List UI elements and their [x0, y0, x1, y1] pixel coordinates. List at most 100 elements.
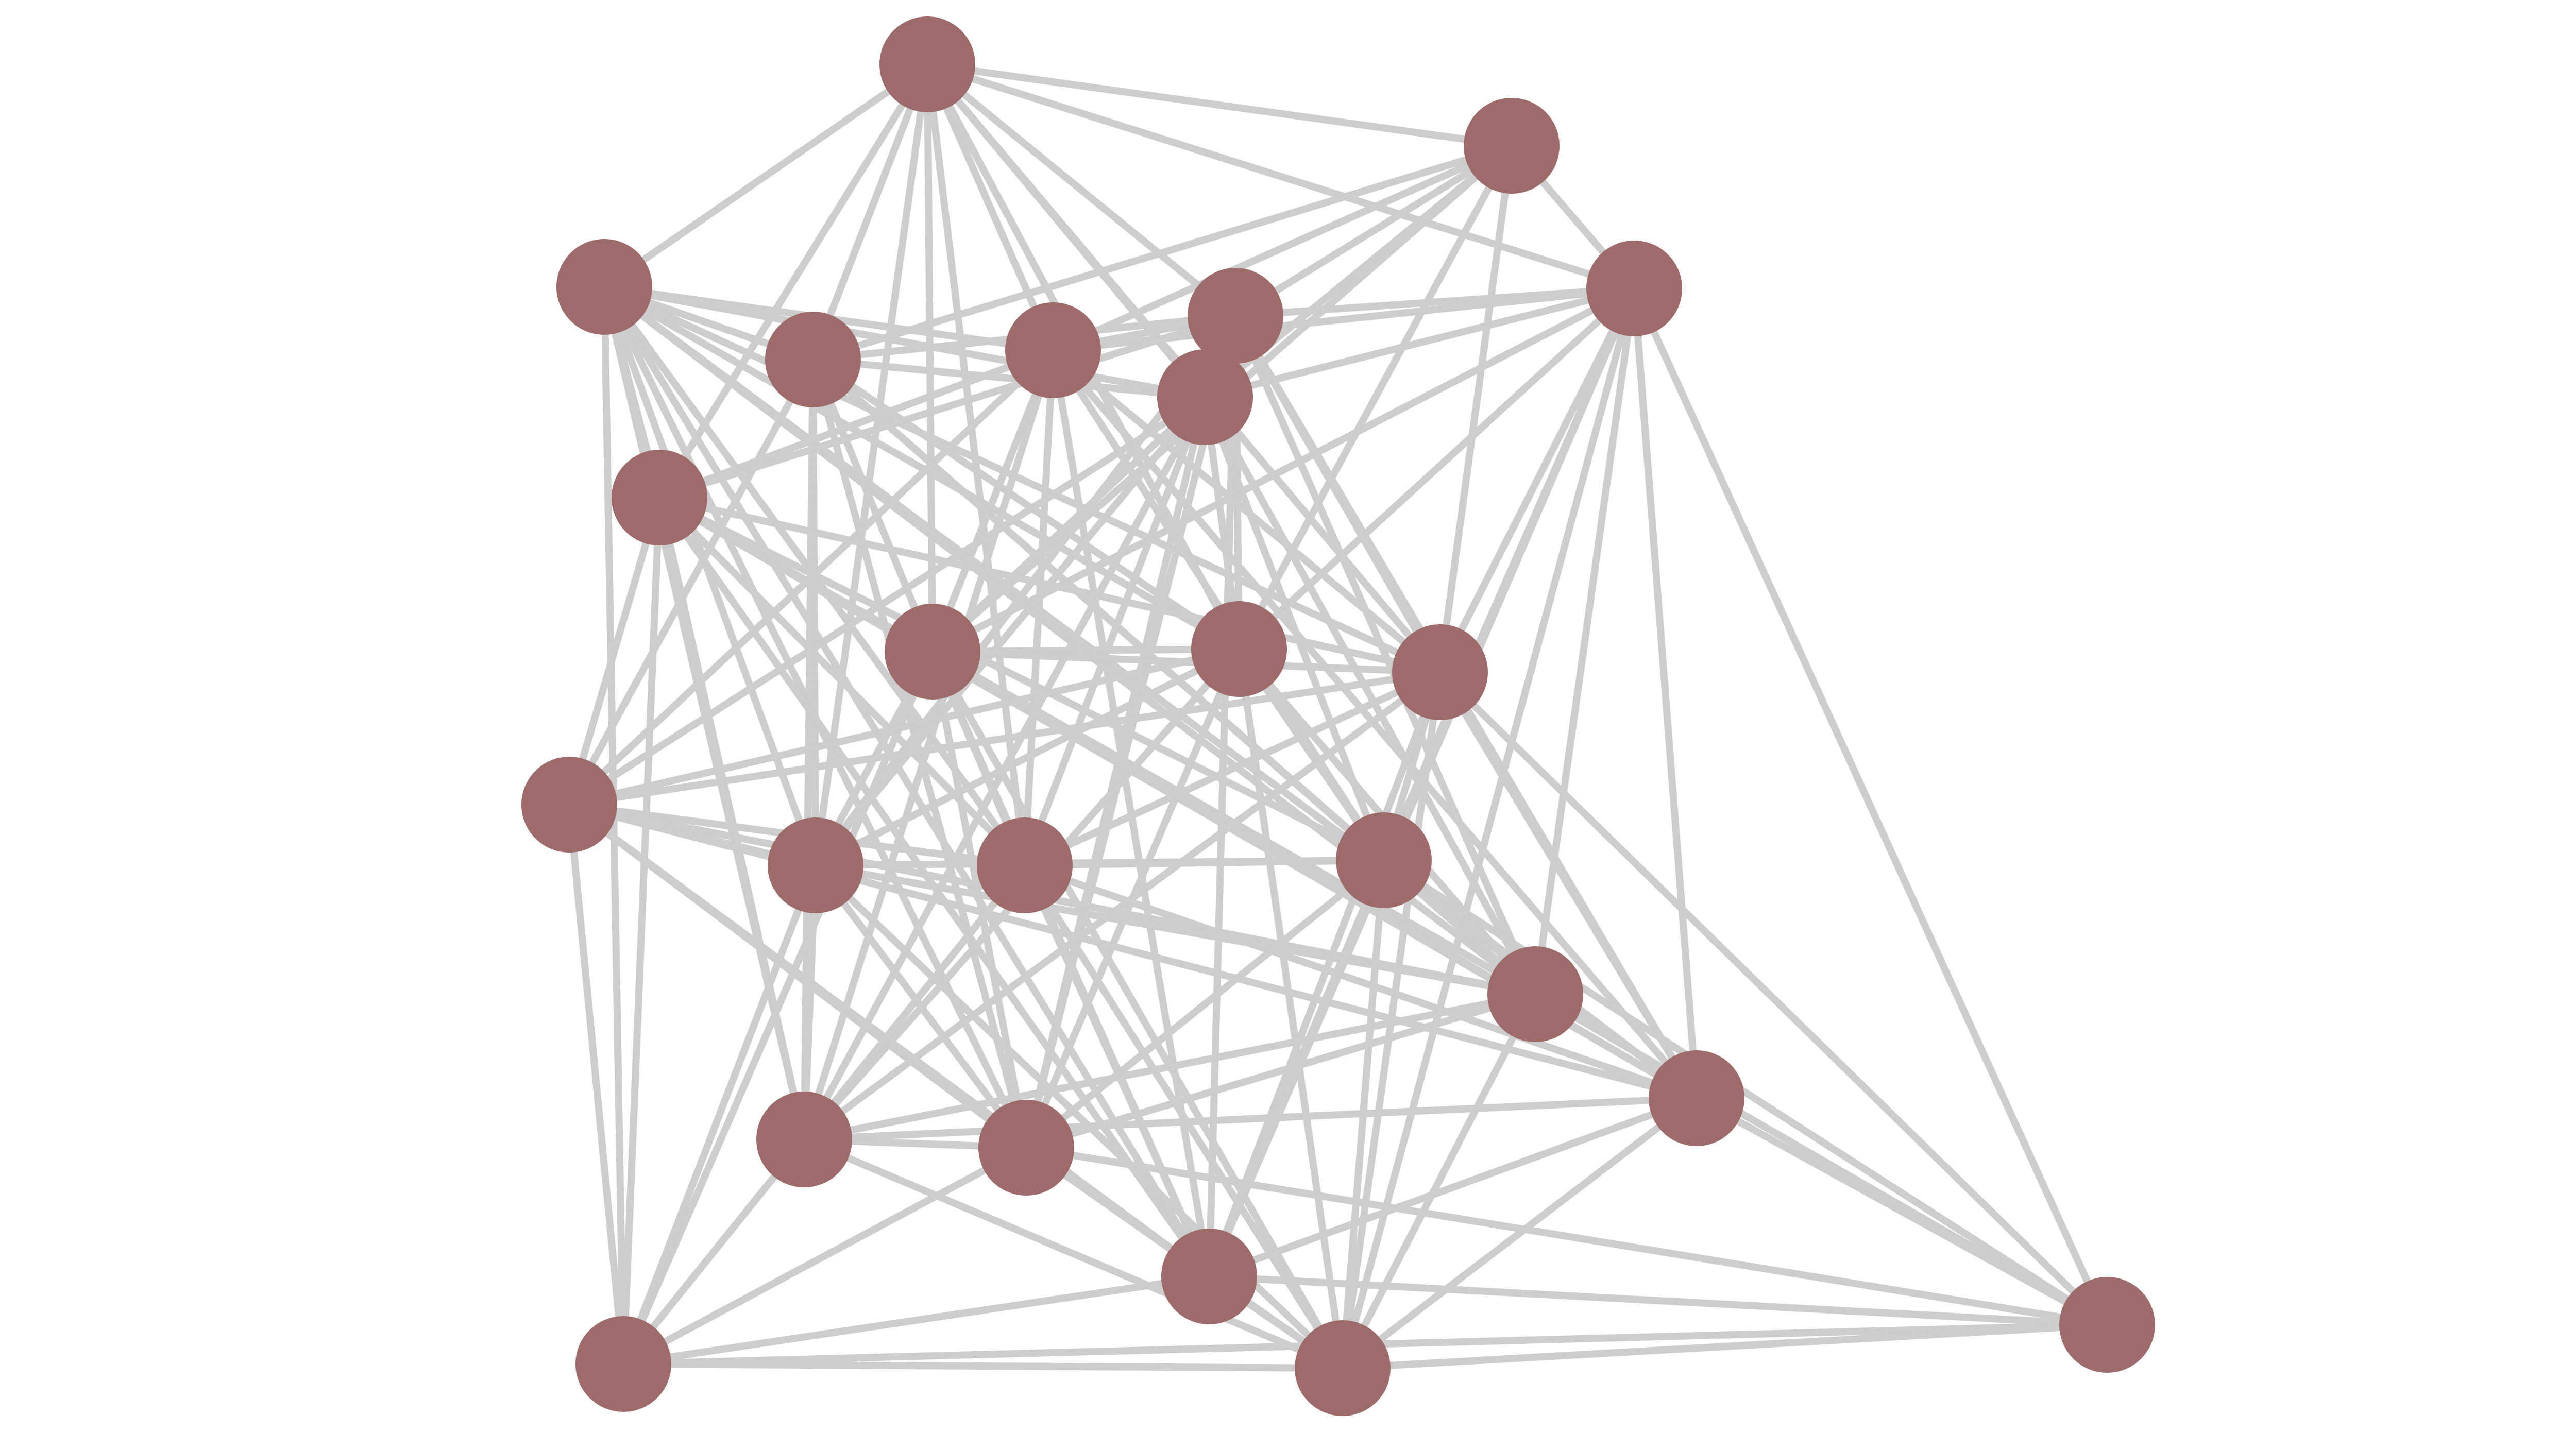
graph-edge-9-21 — [620, 650, 936, 1366]
graph-edge-6-8 — [658, 312, 1237, 501]
graph-edge-7-13 — [812, 395, 1208, 868]
graph-edge-7-9 — [930, 394, 1208, 655]
graph-edge-7-19 — [1023, 396, 1209, 1149]
graph-edge-18-22 — [803, 1136, 1344, 1372]
graph-edge-10-13 — [814, 645, 1241, 869]
graph-node-12 — [521, 757, 617, 853]
graph-edge-8-12 — [566, 497, 663, 806]
graph-edge-4-9 — [809, 358, 936, 653]
graph-edge-8-11 — [658, 494, 1441, 676]
graph-edge-19-23 — [1025, 1144, 2108, 1328]
graph-edge-2-23 — [1631, 287, 2111, 1326]
graph-edge-21-22 — [623, 1360, 1343, 1372]
graph-edge-15-19 — [1024, 857, 1386, 1151]
graph-edge-16-18 — [803, 991, 1536, 1143]
graph-edge-1-5 — [1052, 142, 1513, 354]
graph-edge-0-14 — [924, 64, 1028, 866]
graph-edge-6-20 — [1206, 315, 1239, 1277]
graph-node-14 — [977, 817, 1073, 913]
graph-edge-3-11 — [603, 283, 1442, 676]
graph-edge-1-10 — [1235, 144, 1515, 651]
graph-node-3 — [556, 239, 652, 335]
graph-edge-3-7 — [603, 283, 1206, 401]
graph-edge-7-16 — [1201, 395, 1539, 996]
graph-edge-14-17 — [1023, 862, 1698, 1102]
graph-edge-2-17 — [1631, 288, 1700, 1099]
graph-edge-5-8 — [658, 347, 1055, 501]
graph-edge-3-20 — [601, 285, 1212, 1278]
graph-node-19 — [978, 1100, 1074, 1196]
graph-edge-13-21 — [620, 864, 819, 1366]
graph-edge-18-21 — [620, 1137, 807, 1367]
graph-node-8 — [612, 450, 707, 545]
graph-node-22 — [1295, 1320, 1391, 1416]
graph-edge-1-6 — [1233, 143, 1514, 319]
nodes-layer — [521, 16, 2155, 1416]
graph-node-0 — [879, 16, 975, 112]
graph-edge-8-21 — [620, 497, 663, 1365]
graph-edge-11-12 — [568, 669, 1441, 808]
graph-edge-11-23 — [1437, 669, 2110, 1328]
graph-edge-20-21 — [622, 1273, 1210, 1368]
graph-edge-4-7 — [812, 356, 1206, 401]
graph-node-18 — [756, 1092, 852, 1187]
graph-edge-0-5 — [924, 63, 1057, 352]
graph-edge-4-10 — [811, 356, 1241, 652]
graph-edge-8-18 — [656, 497, 808, 1140]
graph-node-5 — [1005, 302, 1101, 398]
graph-node-20 — [1161, 1229, 1257, 1324]
graph-edge-12-21 — [566, 804, 627, 1365]
graph-node-10 — [1191, 601, 1287, 697]
graph-edge-0-1 — [927, 61, 1512, 149]
graph-node-1 — [1464, 98, 1560, 194]
graph-edge-10-12 — [568, 645, 1240, 808]
graph-edge-2-22 — [1339, 287, 1638, 1369]
graph-edge-6-16 — [1232, 314, 1539, 996]
graph-edge-22-23 — [1342, 1321, 2108, 1372]
graph-edge-11-14 — [1023, 669, 1442, 869]
graph-edge-4-12 — [566, 357, 817, 807]
graph-edge-0-4 — [809, 63, 931, 361]
graph-node-7 — [1157, 349, 1253, 445]
graph-node-11 — [1392, 624, 1488, 720]
graph-edge-17-22 — [1340, 1095, 1699, 1371]
graph-edge-0-6 — [925, 61, 1238, 319]
graph-edge-0-13 — [812, 64, 931, 866]
graph-node-9 — [885, 604, 980, 700]
graph-edge-15-23 — [1382, 857, 2109, 1328]
graph-edge-20-23 — [1209, 1273, 2108, 1328]
graph-edge-19-21 — [621, 1144, 1028, 1368]
graph-edge-17-18 — [804, 1095, 1697, 1143]
graph-edge-11-17 — [1437, 670, 1700, 1100]
graph-node-23 — [2059, 1277, 2155, 1373]
graph-node-4 — [765, 312, 861, 407]
graph-edge-5-14 — [1021, 350, 1057, 866]
graph-edge-2-11 — [1436, 286, 1638, 674]
graph-node-15 — [1336, 812, 1432, 908]
graph-edge-10-22 — [1235, 649, 1346, 1369]
graph-node-6 — [1188, 268, 1283, 364]
graph-edge-5-9 — [929, 349, 1057, 653]
graph-edge-2-6 — [1235, 285, 1635, 319]
graph-edge-2-16 — [1532, 288, 1638, 995]
graph-edge-9-19 — [929, 651, 1030, 1149]
graph-edge-0-3 — [602, 61, 929, 290]
graph-node-13 — [768, 817, 863, 913]
graph-edge-2-10 — [1236, 285, 1637, 652]
graph-edge-0-9 — [924, 64, 936, 652]
graph-edge-16-22 — [1339, 992, 1539, 1370]
graph-node-17 — [1649, 1050, 1744, 1146]
graph-edge-17-20 — [1208, 1095, 1698, 1280]
graph-node-21 — [575, 1316, 671, 1412]
graph-edge-14-15 — [1024, 857, 1384, 869]
graph-edge-1-11 — [1436, 145, 1515, 673]
graph-node-2 — [1586, 241, 1682, 336]
graph-edge-7-12 — [567, 394, 1207, 808]
graph-edge-0-2 — [926, 61, 1636, 292]
graph-edge-17-23 — [1694, 1095, 2109, 1328]
graph-node-16 — [1487, 946, 1583, 1042]
graph-edge-13-16 — [815, 862, 1536, 998]
graph-edge-2-9 — [930, 285, 1636, 655]
